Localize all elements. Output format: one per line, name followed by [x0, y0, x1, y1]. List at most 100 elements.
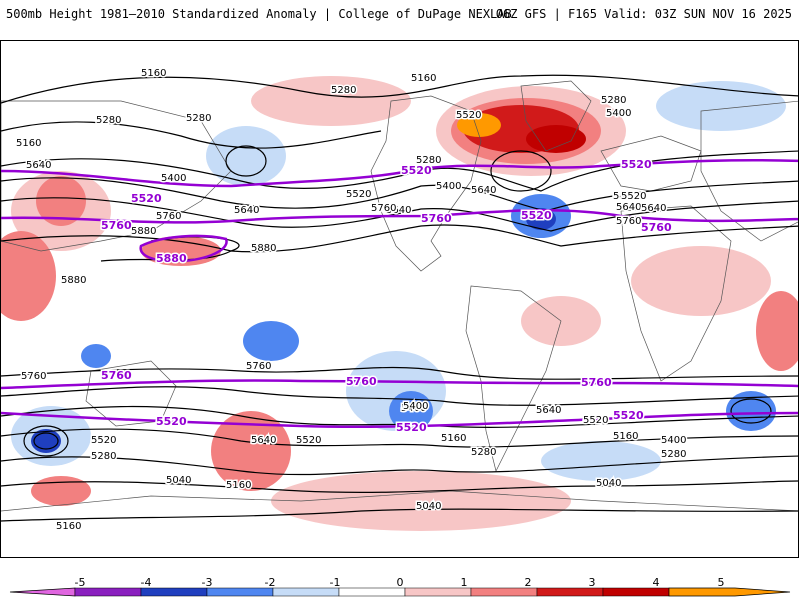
- contour-label: 5400: [661, 435, 686, 446]
- anomaly-blob: [541, 441, 661, 481]
- anomaly-blob: [526, 208, 556, 230]
- contour-label: 5520: [296, 435, 321, 446]
- colorbar-seg: [338, 587, 406, 597]
- anomaly-blob: [457, 113, 501, 137]
- contour-label: 5280: [331, 85, 356, 96]
- contour-label: 5640: [234, 205, 259, 216]
- contour-label: 5640: [471, 185, 496, 196]
- purple-contour-5880: [139, 234, 228, 263]
- map-svg: 5160 5160 5280 5280 5280 5160 5280 5400 …: [1, 67, 798, 534]
- purple-label: 5520: [613, 409, 644, 422]
- contour-label: 5280: [601, 95, 626, 106]
- colorbar-label: 3: [588, 576, 596, 589]
- contour-label: 5040: [166, 475, 191, 486]
- purple-label: 5520: [621, 158, 652, 171]
- contour-label: 5520: [583, 415, 608, 426]
- contour-label: 5880: [61, 275, 86, 286]
- contour-label: 5280: [91, 451, 116, 462]
- antarctica-outline: [1, 490, 798, 512]
- purple-label: 5760: [421, 212, 452, 225]
- colorbar-label: 1: [460, 576, 468, 589]
- contour-label: 5760: [246, 361, 271, 372]
- contour-line: [1, 74, 798, 104]
- contour-label: 5160: [141, 68, 166, 79]
- anomaly-blob: [389, 391, 433, 431]
- contour-label: 5640: [641, 203, 666, 214]
- purple-contour-5520-south: [1, 411, 798, 429]
- contour-line: [1, 480, 798, 493]
- contour-line: [1, 508, 798, 522]
- contour-label: 5520: [346, 189, 371, 200]
- colorbar: [0, 568, 800, 600]
- contour-label: 5280: [416, 155, 441, 166]
- contour-line: [1, 455, 798, 476]
- contour-line: [730, 398, 772, 424]
- purple-label: 5520: [521, 209, 552, 222]
- purple-label: 5760: [101, 369, 132, 382]
- contour-label: 5520: [621, 191, 646, 202]
- colorbar-label: 4: [652, 576, 660, 589]
- contour-label: 5400: [436, 181, 461, 192]
- contour-label: 5400: [161, 173, 186, 184]
- anomaly-shading: [1, 76, 798, 531]
- contour-line: [23, 425, 69, 457]
- contour-label: 5160: [441, 433, 466, 444]
- purple-contour-5760: [1, 208, 798, 224]
- anomaly-blob: [656, 81, 786, 131]
- contour-label: 5760: [156, 211, 181, 222]
- contour-line: [33, 432, 59, 450]
- purple-labels: 5520 5520 5760 5880 5520 5760 5520 5760 …: [100, 157, 674, 436]
- contour-line: [1, 386, 798, 406]
- contour-label: 5760: [21, 371, 46, 382]
- colorbar-seg: [404, 587, 472, 597]
- contour-line: [1, 197, 798, 232]
- contour-label: 5280: [96, 115, 121, 126]
- greenland-outline: [520, 80, 592, 152]
- purple-label: 5520: [401, 164, 432, 177]
- contour-label: 5160: [16, 138, 41, 149]
- map-title: 500mb Height 1981–2010 Standardized Anom…: [6, 7, 512, 21]
- contour-label: 5880: [131, 226, 156, 237]
- contour-label: 5280: [186, 113, 211, 124]
- africa-outline: [620, 205, 732, 382]
- anomaly-blob: [31, 476, 91, 506]
- map-panel[interactable]: 5160 5160 5280 5280 5280 5160 5280 5400 …: [0, 40, 799, 558]
- contour-line: [490, 150, 552, 192]
- anomaly-blob: [206, 126, 286, 186]
- contour-line: [225, 145, 267, 177]
- colorbar-seg: [272, 587, 340, 597]
- reference-contours: [1, 158, 798, 429]
- purple-contour-5760-south: [1, 379, 798, 390]
- south-america-outline: [465, 285, 562, 473]
- colorbar-label: -4: [140, 576, 152, 589]
- contour-line: [1, 428, 798, 448]
- colorbar-label: -5: [74, 576, 86, 589]
- anomaly-blob: [81, 344, 111, 368]
- asia-west-outline: [1, 100, 232, 252]
- north-america-outline: [370, 95, 482, 272]
- contour-label: 5640: [536, 405, 561, 416]
- anomaly-blob: [251, 76, 411, 126]
- purple-label: 5760: [101, 219, 132, 232]
- anomaly-blob: [756, 291, 798, 371]
- contour-label: 5760: [616, 216, 641, 227]
- contour-label: 5880: [251, 243, 276, 254]
- height-contours: [1, 74, 798, 522]
- contour-line: [1, 150, 798, 192]
- colorbar-arrow-min: [9, 587, 76, 597]
- contour-label: 5400: [613, 191, 638, 202]
- asia-outline: [700, 100, 798, 242]
- purple-label: 5760: [641, 221, 672, 234]
- contour-label: 5640: [251, 435, 276, 446]
- colorbar-label: 2: [524, 576, 532, 589]
- purple-label: 5880: [156, 252, 187, 265]
- colorbar-seg: [74, 587, 142, 597]
- run-info: 06Z GFS | F165 Valid: 03Z SUN NOV 16 202…: [495, 7, 792, 21]
- contour-label: 5760: [371, 203, 396, 214]
- anomaly-blob: [631, 246, 771, 316]
- contour-label: 5400: [403, 401, 428, 412]
- contour-label: 5280: [601, 95, 626, 106]
- contour-line: [1, 177, 798, 212]
- purple-label: 5760: [581, 376, 612, 389]
- contour-label: 5640: [26, 160, 51, 171]
